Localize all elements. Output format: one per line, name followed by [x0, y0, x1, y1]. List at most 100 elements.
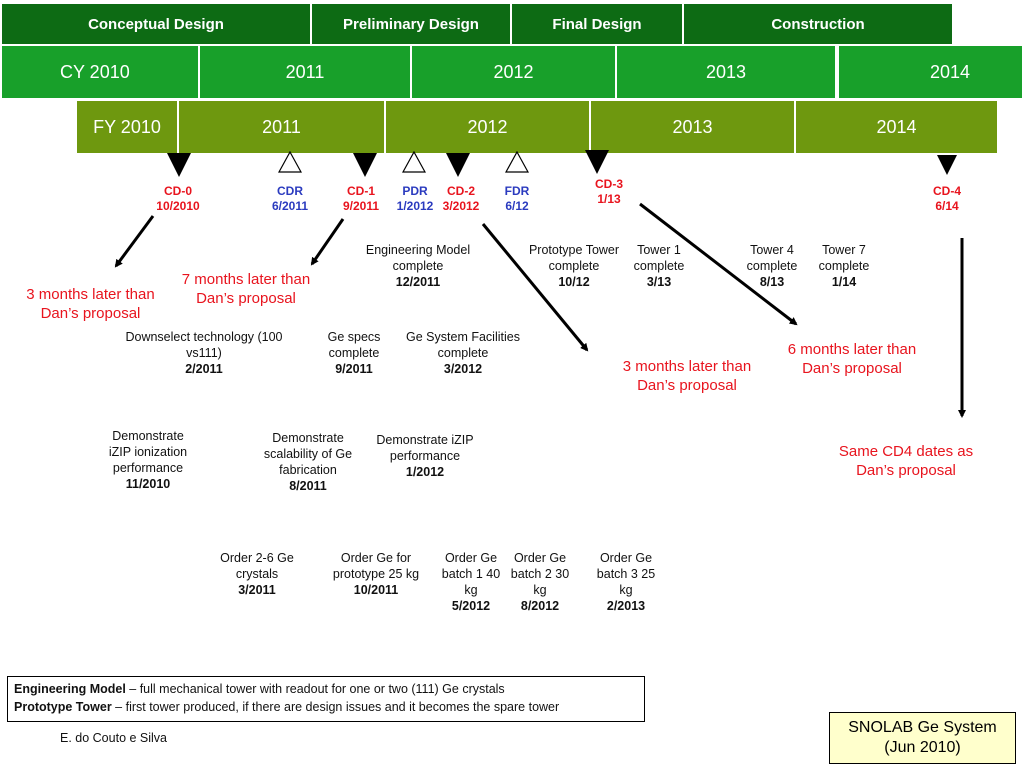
fdr-review-icon — [505, 151, 529, 173]
milestone-label: CD-4 — [932, 184, 961, 198]
activity-text: Demonstrate scalability of Ge fabricatio… — [263, 431, 353, 477]
activity-ge-facilities: Ge System Facilities complete 3/2012 — [396, 329, 530, 377]
cy-2010: CY 2010 — [2, 46, 200, 98]
activity-date: 10/12 — [558, 275, 590, 289]
legend-term: Prototype Tower — [14, 700, 112, 714]
note-cd4: Same CD4 dates as Dan’s proposal — [838, 443, 974, 479]
activity-text: Demonstrate iZIP ionization performance — [108, 429, 188, 475]
activity-order-prototype: Order Ge for prototype 25 kg 10/2011 — [330, 550, 422, 598]
activity-text: Demonstrate iZIP performance — [376, 433, 474, 463]
note-cd0: 3 months later than Dan’s proposal — [26, 286, 155, 322]
phase-final-design: Final Design — [512, 4, 684, 44]
title-box: SNOLAB Ge System (Jun 2010) — [829, 712, 1016, 764]
activity-text: Order Ge batch 1 40 kg — [441, 551, 501, 597]
milestone-label: CDR — [277, 184, 303, 198]
activity-date: 5/2012 — [451, 599, 491, 613]
note-cd3: 6 months later than Dan’s proposal — [787, 341, 917, 377]
legend-line-engineering-model: Engineering Model – full mechanical towe… — [14, 680, 638, 698]
activity-ge-scalability: Demonstrate scalability of Ge fabricatio… — [252, 430, 364, 494]
activity-downselect: Downselect technology (100 vs111) 2/2011 — [120, 329, 288, 377]
legend-box: Engineering Model – full mechanical towe… — [7, 676, 645, 722]
fy-2014: 2014 — [796, 101, 999, 153]
cy-2011: 2011 — [200, 46, 412, 98]
activity-engineering-model: Engineering Model complete 12/2011 — [362, 242, 474, 290]
activity-date: 8/2012 — [520, 599, 560, 613]
activity-tower-7: Tower 7 complete 1/14 — [810, 242, 878, 290]
author: E. do Couto e Silva — [60, 731, 168, 745]
activity-order-batch-3: Order Ge batch 3 25 kg 2/2013 — [593, 550, 659, 614]
activity-text: Tower 4 complete — [746, 243, 798, 273]
legend-term: Engineering Model — [14, 682, 126, 696]
activity-order-batch-1: Order Ge batch 1 40 kg 5/2012 — [438, 550, 504, 614]
activity-text: Tower 1 complete — [633, 243, 685, 273]
pdr-review-icon — [402, 151, 426, 173]
activity-text: Order Ge batch 2 30 kg — [510, 551, 570, 597]
fy-2012: 2012 — [386, 101, 591, 153]
cd1-milestone-icon — [353, 153, 377, 177]
activity-text: Order Ge for prototype 25 kg — [332, 551, 420, 581]
fy-2011: 2011 — [179, 101, 386, 153]
activity-izip-performance: Demonstrate iZIP performance 1/2012 — [366, 432, 484, 480]
milestone-date: 9/2011 — [342, 199, 380, 213]
milestone-label: PDR — [402, 184, 428, 198]
activity-date: 1/2012 — [405, 465, 445, 479]
milestone-cd4: CD-4 6/14 — [922, 184, 972, 214]
milestone-pdr: PDR 1/2012 — [390, 184, 440, 214]
activity-date: 2/2013 — [606, 599, 646, 613]
legend-line-prototype-tower: Prototype Tower – first tower produced, … — [14, 698, 638, 716]
activity-date: 8/13 — [759, 275, 785, 289]
activity-ge-specs: Ge specs complete 9/2011 — [318, 329, 390, 377]
milestone-date: 1/2012 — [396, 199, 434, 213]
title-line-2: (Jun 2010) — [884, 739, 961, 756]
activity-tower-1: Tower 1 complete 3/13 — [627, 242, 691, 290]
arrow-cd3 — [639, 202, 798, 326]
phase-construction: Construction — [684, 4, 954, 44]
milestone-cdr: CDR 6/2011 — [258, 184, 322, 214]
activity-text: Ge System Facilities complete — [406, 330, 520, 360]
milestone-label: FDR — [504, 184, 530, 198]
activity-text: Order 2-6 Ge crystals — [220, 551, 294, 581]
activity-date: 11/2010 — [125, 477, 171, 491]
milestone-label: CD-0 — [163, 184, 192, 198]
milestone-date: 1/13 — [597, 192, 621, 206]
activity-text: Order Ge batch 3 25 kg — [596, 551, 656, 597]
milestone-date: 6/14 — [935, 199, 959, 213]
cd3-milestone-icon — [585, 150, 609, 174]
note-cd2: 3 months later than Dan’s proposal — [622, 358, 752, 394]
cdr-review-icon — [278, 151, 302, 173]
cd0-milestone-icon — [167, 153, 191, 177]
cd2-milestone-icon — [446, 153, 470, 177]
cy-2014: 2014 — [839, 46, 1024, 98]
cy-2013: 2013 — [617, 46, 837, 98]
activity-text: Ge specs complete — [327, 330, 381, 360]
activity-date: 1/14 — [831, 275, 857, 289]
activity-prototype-tower: Prototype Tower complete 10/12 — [518, 242, 630, 290]
activity-order-2-6: Order 2-6 Ge crystals 3/2011 — [214, 550, 300, 598]
milestone-label: CD-2 — [446, 184, 475, 198]
milestone-date: 3/2012 — [442, 199, 480, 213]
cy-2012: 2012 — [412, 46, 617, 98]
activity-text: Tower 7 complete — [818, 243, 870, 273]
milestone-cd1: CD-1 9/2011 — [329, 184, 393, 214]
title-line-1: SNOLAB Ge System — [848, 719, 997, 736]
milestone-cd2: CD-2 3/2012 — [436, 184, 486, 214]
activity-text: Engineering Model complete — [365, 243, 471, 273]
milestone-label: CD-3 — [594, 177, 623, 191]
activity-tower-4: Tower 4 complete 8/13 — [738, 242, 806, 290]
activity-date: 2/2011 — [185, 362, 223, 376]
activity-izip-ionization: Demonstrate iZIP ionization performance 1… — [100, 428, 196, 492]
activity-date: 8/2011 — [289, 479, 327, 493]
activity-date: 10/2011 — [353, 583, 399, 597]
activity-text: Prototype Tower complete — [528, 243, 620, 273]
arrow-cd2 — [481, 223, 589, 352]
phase-preliminary-design: Preliminary Design — [312, 4, 512, 44]
phase-conceptual-design: Conceptual Design — [2, 4, 312, 44]
milestone-date: 6/2011 — [271, 199, 309, 213]
cd4-milestone-icon — [937, 155, 957, 175]
fy-2013: 2013 — [591, 101, 796, 153]
legend-definition: – full mechanical tower with readout for… — [125, 682, 505, 696]
activity-date: 3/2011 — [238, 583, 276, 597]
milestone-label: CD-1 — [346, 184, 375, 198]
legend-definition: – first tower produced, if there are des… — [111, 700, 560, 714]
